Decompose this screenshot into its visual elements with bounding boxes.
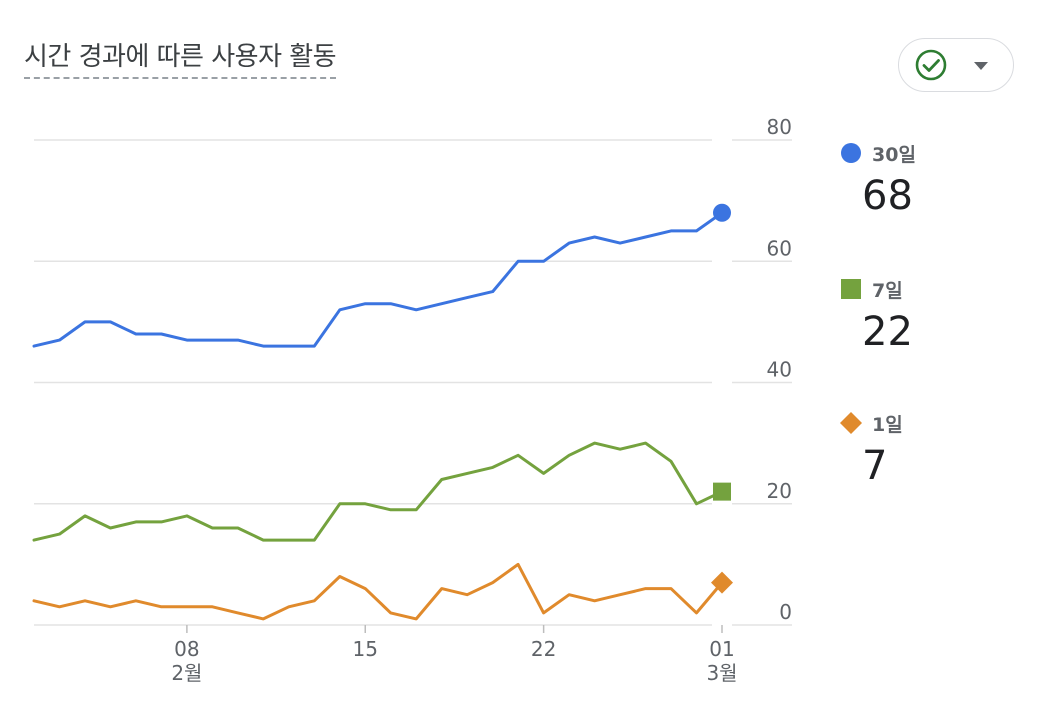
chart-grid [34, 139, 792, 626]
legend-item[interactable]: 7일 22 [840, 276, 913, 352]
series-line-1 [32, 441, 724, 542]
legend-series-name: 30일 [872, 143, 916, 166]
legend-series-value: 22 [862, 309, 913, 355]
legend-square-icon [841, 279, 861, 299]
legend-item[interactable]: 30일 68 [840, 140, 916, 216]
chart-series [32, 211, 724, 621]
y-axis: 0 20 40 60 80 [767, 115, 792, 624]
series-end-marker [713, 203, 731, 222]
legend-header: 1일 [840, 410, 903, 436]
legend-header: 30일 [840, 140, 916, 166]
chart-end-markers [711, 203, 733, 594]
legend-circle-icon [841, 143, 861, 163]
legend-series-value: 7 [862, 443, 888, 489]
caret-down-icon [974, 62, 988, 70]
y-tick-label: 60 [767, 236, 792, 260]
y-tick-label: 0 [779, 600, 792, 624]
series-line-0 [32, 211, 724, 348]
y-tick-label: 20 [767, 479, 792, 503]
card-title[interactable]: 시간 경과에 따른 사용자 활동 [24, 36, 337, 79]
series-line-2 [32, 562, 724, 621]
legend-series-name: 1일 [872, 413, 903, 436]
x-tick-label: 08 [174, 637, 199, 661]
series-end-marker [711, 571, 733, 594]
compare-dropdown-button[interactable] [898, 38, 1014, 92]
x-month-label: 3월 [706, 661, 737, 685]
x-tick-label: 01 [709, 637, 734, 661]
check-circle-icon [915, 49, 947, 81]
y-tick-label: 80 [767, 115, 792, 139]
x-tick-label: 22 [531, 637, 556, 661]
legend-series-name: 7일 [872, 279, 903, 302]
legend-header: 7일 [840, 276, 913, 302]
y-tick-label: 40 [767, 358, 792, 382]
legend-diamond-icon [840, 412, 862, 434]
series-end-marker [713, 482, 731, 501]
legend-item[interactable]: 1일 7 [840, 410, 903, 486]
legend-series-value: 68 [862, 173, 913, 219]
x-month-label: 2월 [171, 661, 202, 685]
x-tick-label: 15 [353, 637, 378, 661]
